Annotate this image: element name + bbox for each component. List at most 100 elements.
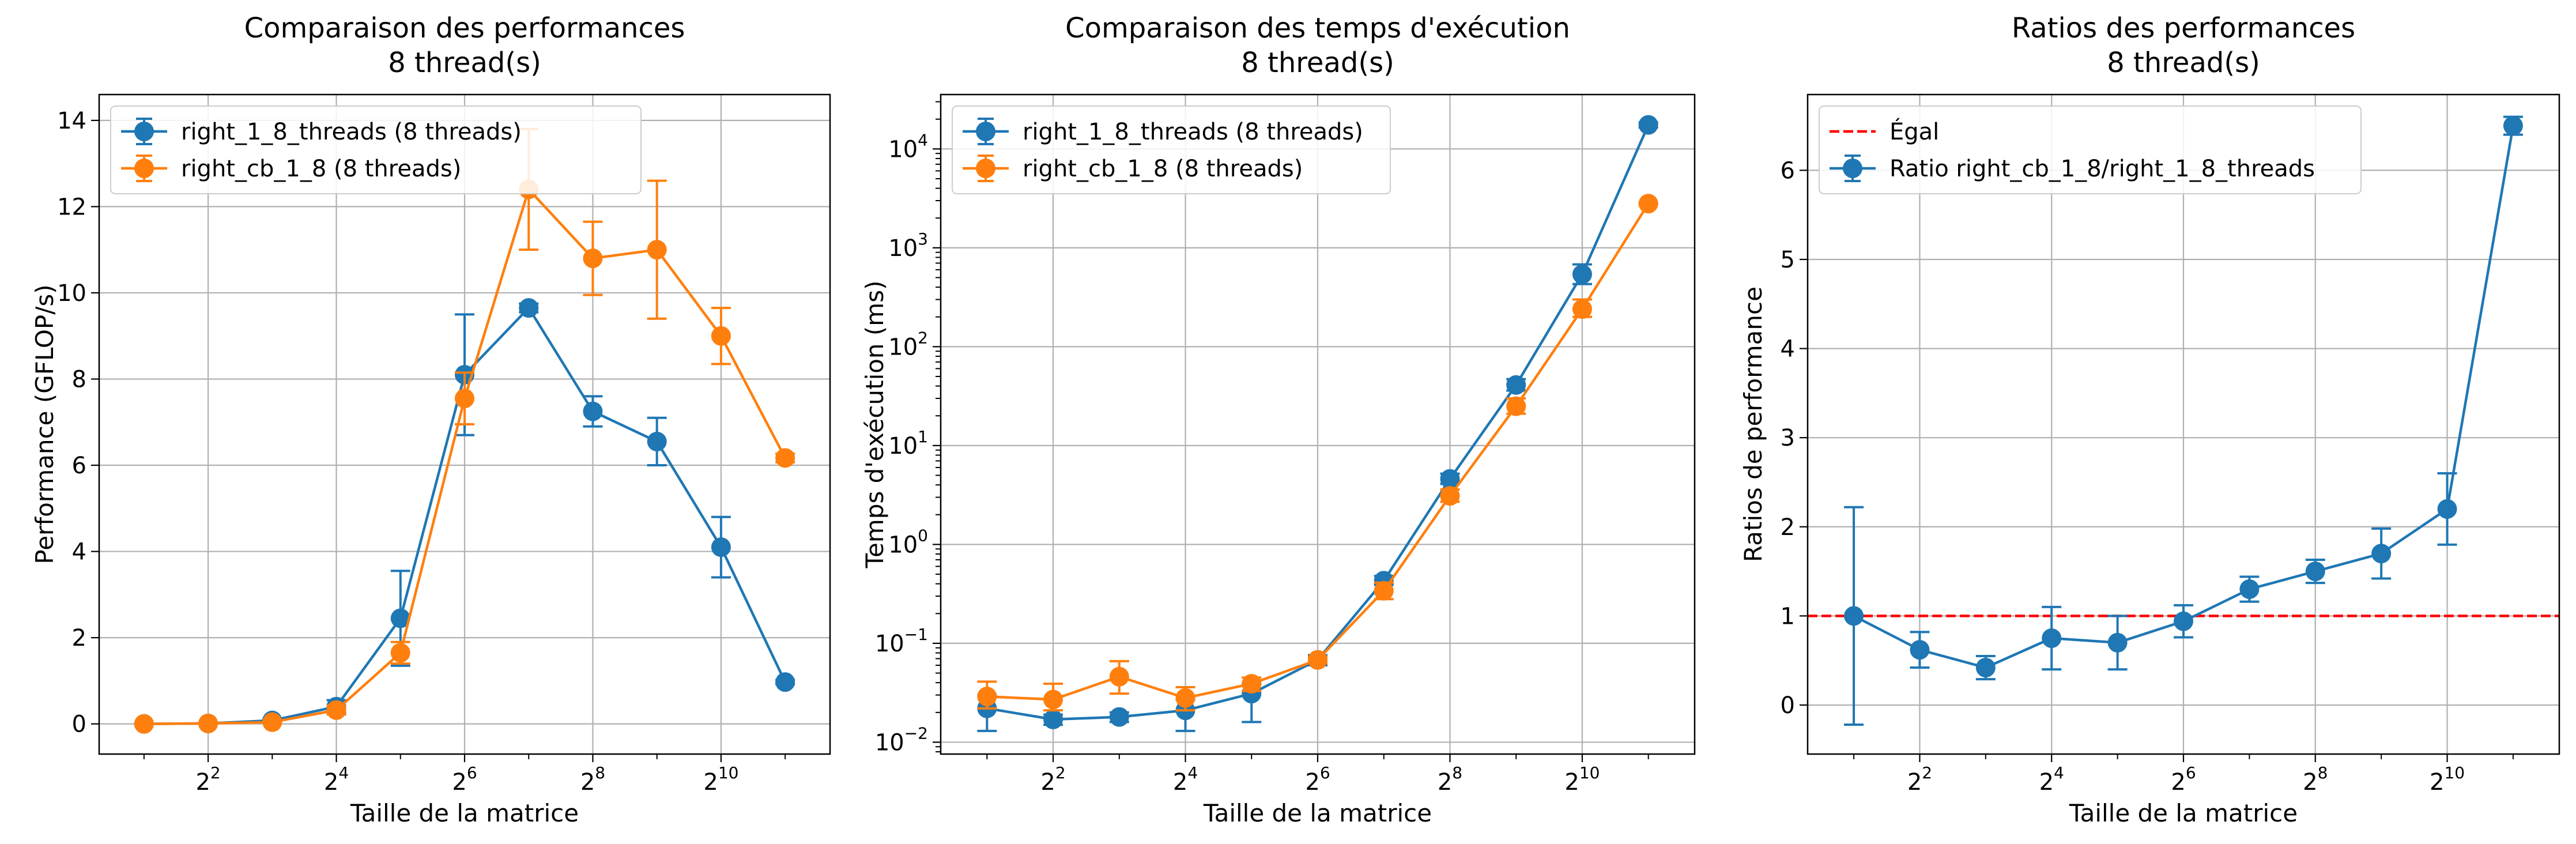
data-point: [1374, 581, 1394, 601]
y-tick-label-exponent: 4: [918, 130, 928, 149]
minor-ticks: [143, 754, 786, 759]
data-point: [1506, 375, 1526, 395]
y-tick-label-base: 10: [875, 729, 904, 756]
legend-swatch-marker: [134, 122, 154, 141]
y-tick-label: 4: [1781, 336, 1795, 363]
chart-subtitle: 8 thread(s): [388, 47, 541, 79]
x-tick-label-exponent: 6: [1320, 763, 1330, 782]
data-point: [977, 687, 997, 707]
x-tick-label: 28: [1438, 763, 1462, 796]
x-tick-label: 24: [324, 763, 349, 796]
data-point: [2239, 579, 2260, 599]
legend-box: [1819, 106, 2362, 194]
legend-swatch-marker: [134, 159, 154, 178]
x-tick-label-base: 2: [1173, 769, 1187, 796]
x-tick-label: 22: [1907, 763, 1932, 796]
x-tick-label-exponent: 6: [467, 763, 477, 782]
data-point: [2437, 499, 2457, 519]
y-tick-label: 6: [72, 453, 86, 479]
x-tick-label: 210: [1564, 763, 1600, 796]
y-axis-label: Ratios de performance: [1739, 287, 1767, 562]
x-tick-label-base: 2: [1305, 769, 1319, 796]
x-tick-label: 210: [2430, 763, 2465, 796]
data-point: [198, 713, 218, 733]
x-tick-label-exponent: 8: [1452, 763, 1462, 782]
chart-title: Ratios des performances: [2012, 12, 2355, 44]
chart-title: Comparaison des performances: [244, 12, 685, 44]
x-tick-label-exponent: 2: [1922, 763, 1932, 782]
x-tick-label-exponent: 4: [338, 763, 349, 782]
x-tick-label-base: 2: [452, 769, 466, 796]
data-point: [1975, 658, 1996, 678]
x-tick-label: 26: [452, 763, 477, 796]
data-point: [647, 240, 667, 260]
data-point: [583, 248, 603, 269]
legend-entry: right_1_8_threads (8 threads): [121, 118, 522, 145]
y-tick-label: 4: [72, 539, 86, 566]
data-point: [711, 537, 731, 557]
y-tick-label: 8: [72, 366, 86, 393]
y-axis-label: Temps d'exécution (ms): [861, 281, 889, 569]
y-tick-label-base: 10: [888, 433, 918, 459]
x-tick-label: 24: [2039, 763, 2064, 796]
data-point: [1844, 606, 1864, 626]
data-point: [1572, 264, 1592, 284]
data-point: [390, 643, 410, 663]
y-tick-label-exponent: −2: [904, 724, 928, 743]
y-tick-label: 104: [888, 130, 928, 163]
y-tick-label: 6: [1781, 157, 1795, 184]
series-2: [977, 194, 1658, 712]
x-tick-label-exponent: 2: [1055, 763, 1066, 782]
y-tick-label-exponent: 1: [918, 427, 928, 446]
x-axis: 22 24 26 28 210: [1907, 754, 2465, 796]
x-tick-label-base: 2: [703, 769, 718, 796]
x-tick-label-base: 2: [2430, 769, 2444, 796]
x-tick-label: 28: [2303, 763, 2328, 796]
y-tick-label-base: 10: [888, 136, 918, 163]
x-axis: 22 24 26 28 210: [1040, 754, 1600, 796]
y-tick-label: 2: [1781, 514, 1795, 541]
x-tick-label: 26: [1305, 763, 1330, 796]
data-point: [2305, 562, 2325, 582]
data-point: [1440, 469, 1460, 489]
y-tick-label: 0: [72, 711, 86, 738]
chart-subtitle: 8 thread(s): [1241, 47, 1394, 79]
x-axis-label: Taille de la matrice: [350, 799, 579, 827]
y-tick-label: 0: [1781, 692, 1795, 719]
chart-panel-2: 22 24 26 28 21010−210−1100101102103104Compar…: [861, 12, 1696, 827]
x-tick-label: 26: [2171, 763, 2196, 796]
y-axis: 0 2 4 6 8 10 12 14: [57, 108, 99, 738]
data-point: [1638, 115, 1658, 135]
minor-ticks: [936, 101, 1649, 759]
y-tick-label: 14: [57, 108, 86, 134]
data-point: [775, 448, 795, 468]
y-tick-label-base: 10: [888, 334, 918, 360]
data-point: [1910, 640, 1930, 660]
data-point: [1242, 674, 1262, 694]
y-tick-label: 102: [888, 328, 928, 360]
y-tick-label: 12: [57, 194, 86, 220]
data-point: [1440, 486, 1460, 506]
x-tick-label-base: 2: [195, 769, 210, 796]
y-tick-label: 1: [1781, 603, 1795, 630]
x-tick-label-exponent: 8: [2318, 763, 2328, 782]
legend-label: right_cb_1_8 (8 threads): [1023, 156, 1303, 182]
legend-box: [952, 106, 1391, 194]
x-tick-label-exponent: 2: [210, 763, 221, 782]
x-axis-label: Taille de la matrice: [2069, 799, 2298, 827]
x-tick-label-base: 2: [1907, 769, 1922, 796]
legend-swatch-marker: [976, 122, 995, 141]
data-point: [1175, 688, 1195, 708]
y-tick-label: 10−2: [875, 724, 928, 756]
x-tick-label-exponent: 6: [2186, 763, 2196, 782]
data-point: [262, 712, 282, 732]
x-tick-label-exponent: 8: [595, 763, 605, 782]
legend-entry: right_cb_1_8 (8 threads): [963, 155, 1303, 182]
y-tick-label: 10−1: [875, 625, 928, 657]
x-tick-label-exponent: 10: [1579, 763, 1600, 782]
x-axis: 22 24 26 28 210: [195, 754, 738, 796]
data-point: [1043, 709, 1063, 729]
y-tick-label: 103: [888, 229, 928, 262]
series-1: [1844, 115, 2523, 726]
